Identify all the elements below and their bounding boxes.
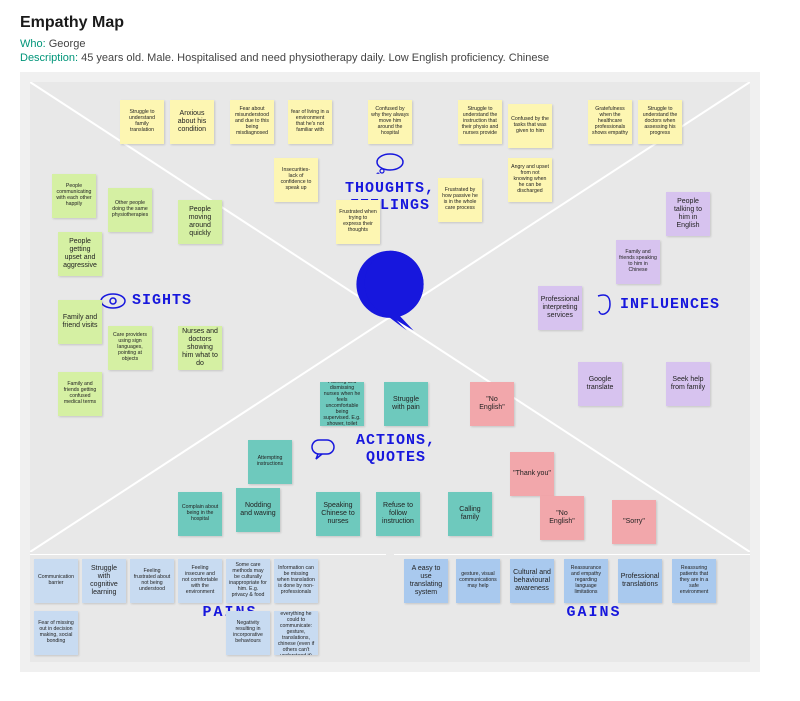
who-value: George bbox=[49, 38, 86, 50]
sticky-note: Nurses and doctors showing him what to d… bbox=[178, 326, 222, 370]
desc-line: Description: 45 years old. Male. Hospita… bbox=[20, 52, 780, 64]
sticky-note: Frustrated by how passive he is in the w… bbox=[438, 178, 482, 222]
sticky-note: Reassurance and empathy regarding langua… bbox=[564, 559, 608, 603]
empathy-map-canvas: THOUGHTS, FEELINGS SIGHTS INFLUENCES ACT… bbox=[20, 72, 760, 672]
sticky-note: Reassuring patients that they are in a s… bbox=[672, 559, 716, 603]
sticky-note: Family and friend visits bbox=[58, 300, 102, 344]
sticky-note: Professional translations bbox=[618, 559, 662, 603]
sticky-note: "No English" bbox=[540, 496, 584, 540]
sticky-note: Nodding and waving bbox=[236, 488, 280, 532]
desc-label: Description: bbox=[20, 52, 78, 64]
sticky-note: Struggle to understand family translatio… bbox=[120, 100, 164, 144]
sticky-note: Family and friends getting confused medi… bbox=[58, 372, 102, 416]
sticky-note: A easy to use translating system bbox=[404, 559, 448, 603]
sticky-note: Pushing and dismissing nurses when he fe… bbox=[320, 382, 364, 426]
sticky-note: Struggle with cognitive learning bbox=[82, 559, 126, 603]
sticky-note: Fear of missing out in decision making, … bbox=[34, 611, 78, 655]
sticky-note: Struggle to understand the doctors when … bbox=[638, 100, 682, 144]
sticky-note: Gratefulness when the healthcare profess… bbox=[588, 100, 632, 144]
sticky-note: Struggle to understand the instruction t… bbox=[458, 100, 502, 144]
sticky-note: Anxious about his condition bbox=[170, 100, 214, 144]
who-label: Who: bbox=[20, 38, 46, 50]
sticky-note: Some care methods may be culturally inap… bbox=[226, 559, 270, 603]
sticky-note: Professional interpreting services bbox=[538, 286, 582, 330]
sticky-note: Seek help from family bbox=[666, 362, 710, 406]
sticky-note: Communication barrier bbox=[34, 559, 78, 603]
bottom-row: PAINS Communication barrierStruggle with… bbox=[30, 554, 750, 662]
gains-panel: GAINS A easy to use translating systemge… bbox=[394, 554, 750, 662]
sticky-note: People getting upset and aggressive bbox=[58, 232, 102, 276]
sticky-note: Calling family bbox=[448, 492, 492, 536]
sticky-note: "No English" bbox=[470, 382, 514, 426]
sticky-note: Information can be missing when translat… bbox=[274, 559, 318, 603]
pains-panel: PAINS Communication barrierStruggle with… bbox=[30, 554, 386, 662]
sticky-note: Feeling frustrated about not being under… bbox=[130, 559, 174, 603]
sticky-note: Complain about being in the hospital bbox=[178, 492, 222, 536]
sticky-note: Confused by why they always move him aro… bbox=[368, 100, 412, 144]
desc-value: 45 years old. Male. Hospitalised and nee… bbox=[81, 52, 549, 64]
sticky-note: Angry and upset from not knowing when he… bbox=[508, 158, 552, 202]
sticky-note: Refuse to follow instruction bbox=[376, 492, 420, 536]
sticky-note: Other people doing the same physiotherap… bbox=[108, 188, 152, 232]
page-title: Empathy Map bbox=[20, 14, 780, 32]
sticky-note: Frustrated when trying to express their … bbox=[336, 200, 380, 244]
sticky-note: Feeling insecure and not comfortable wit… bbox=[178, 559, 222, 603]
sticky-note: People communicating with each other hap… bbox=[52, 174, 96, 218]
sticky-note: Cultural and behavioural awareness bbox=[510, 559, 554, 603]
sticky-note: Struggle with pain bbox=[384, 382, 428, 426]
sticky-note: "Thank you" bbox=[510, 452, 554, 496]
sticky-note: People moving around quickly bbox=[178, 200, 222, 244]
sticky-note: Doing everything he could to communicate… bbox=[274, 611, 318, 655]
sticky-note: Attempting instructions bbox=[248, 440, 292, 484]
sticky-note: Confused by the tasks that was given to … bbox=[508, 104, 552, 148]
sticky-note: Google translate bbox=[578, 362, 622, 406]
sticky-note: Insecurities- lack of confidence to spea… bbox=[274, 158, 318, 202]
sticky-note: fear of living in a environment that he'… bbox=[288, 100, 332, 144]
gains-label: GAINS bbox=[566, 603, 621, 620]
sticky-note: Speaking Chinese to nurses bbox=[316, 492, 360, 536]
sticky-note: "Sorry" bbox=[612, 500, 656, 544]
sticky-note: Care providers using sign languages, poi… bbox=[108, 326, 152, 370]
sticky-note: Family and friends speaking to him in Ch… bbox=[616, 240, 660, 284]
sticky-note: People talking to him in English bbox=[666, 192, 710, 236]
sticky-note: Negativity resulting in incorporative be… bbox=[226, 611, 270, 655]
sticky-note: Fear about misunderstood and due to this… bbox=[230, 100, 274, 144]
who-line: Who: George bbox=[20, 38, 780, 50]
sticky-note: gesture, visual communications may help bbox=[456, 559, 500, 603]
